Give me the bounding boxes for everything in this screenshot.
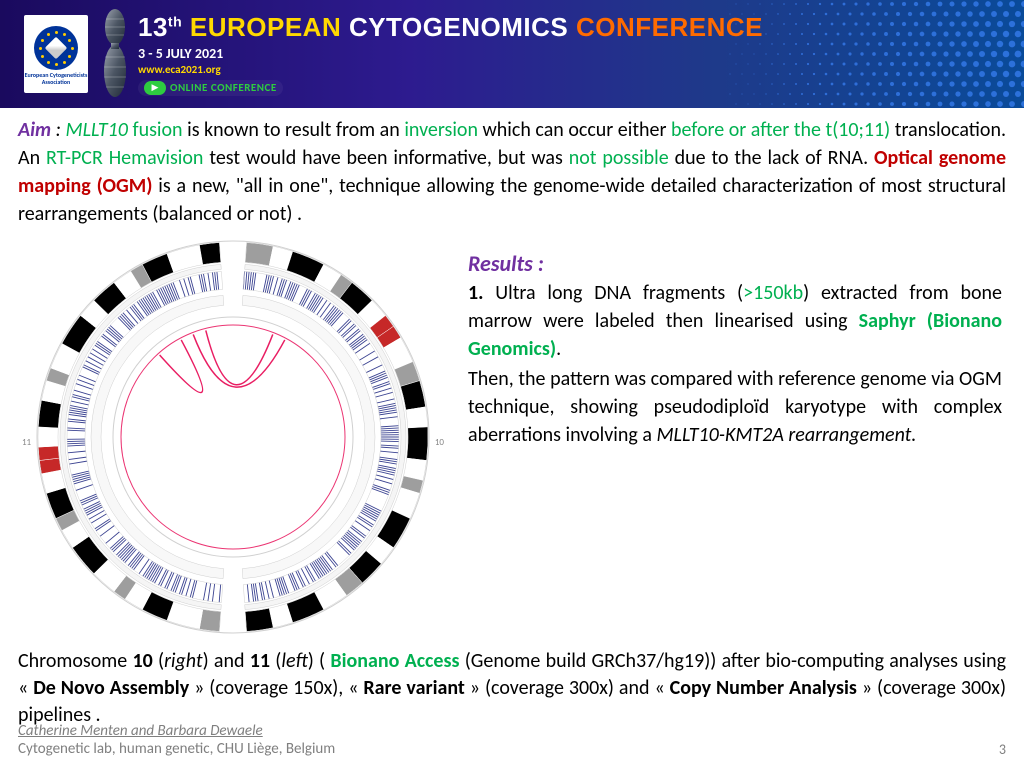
wifi-icon (144, 81, 166, 95)
page-number: 3 (999, 741, 1006, 758)
eca-logo: European Cytogeneticists Association (24, 15, 88, 93)
results-heading: Results : (468, 250, 1002, 277)
conference-website: www.eca2021.org (138, 63, 763, 76)
aim-paragraph: Aim : MLLT10 fusion is known to result f… (18, 116, 1006, 228)
slide-footer: Catherine Menten and Barbara Dewaele Cyt… (18, 722, 1006, 758)
content-area: Aim : MLLT10 fusion is known to result f… (0, 108, 1024, 642)
chr11-label: 11 (22, 437, 31, 448)
title-block: 13th EUROPEAN CYTOGENOMICS CONFERENCE 3 … (138, 12, 763, 96)
eca-logo-text: European Cytogeneticists Association (24, 72, 88, 85)
circos-plot-container: 11 10 (18, 232, 448, 642)
results-p1: 1. Ultra long DNA fragments (>150kb) ext… (468, 279, 1002, 363)
results-p2: Then, the pattern was compared with refe… (468, 365, 1002, 449)
figure-caption: Chromosome 10 (right) and 11 (left) ( Bi… (0, 648, 1024, 729)
online-badge: ONLINE CONFERENCE (138, 80, 283, 96)
chr10-label: 10 (435, 437, 444, 448)
conference-title: 13th EUROPEAN CYTOGENOMICS CONFERENCE (138, 12, 763, 43)
conference-banner: European Cytogeneticists Association 13t… (0, 0, 1024, 108)
author-names: Catherine Menten and Barbara Dewaele (18, 722, 335, 740)
circos-plot (28, 232, 438, 642)
results-column: Results : 1. Ultra long DNA fragments (>… (468, 232, 1006, 642)
conference-dates: 3 - 5 JULY 2021 (138, 45, 763, 62)
affiliation: Cytogenetic lab, human genetic, CHU Lièg… (18, 740, 335, 758)
chromosome-icon (100, 9, 130, 99)
